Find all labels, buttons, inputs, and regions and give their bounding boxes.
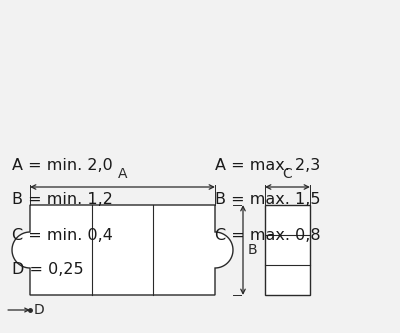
Text: C: C (283, 167, 292, 181)
Text: A = min. 2,0: A = min. 2,0 (12, 158, 113, 172)
Text: D: D (34, 303, 45, 317)
Text: C = max. 0,8: C = max. 0,8 (215, 227, 321, 242)
Bar (265, 205, 310, 295)
Text: D = 0,25: D = 0,25 (12, 262, 84, 277)
Text: A: A (118, 167, 127, 181)
Text: B = max. 1,5: B = max. 1,5 (215, 192, 320, 207)
Text: B: B (248, 243, 258, 257)
Text: A = max. 2,3: A = max. 2,3 (215, 158, 320, 172)
Text: B = min. 1,2: B = min. 1,2 (12, 192, 113, 207)
PathPatch shape (12, 205, 233, 295)
Text: C = min. 0,4: C = min. 0,4 (12, 227, 113, 242)
